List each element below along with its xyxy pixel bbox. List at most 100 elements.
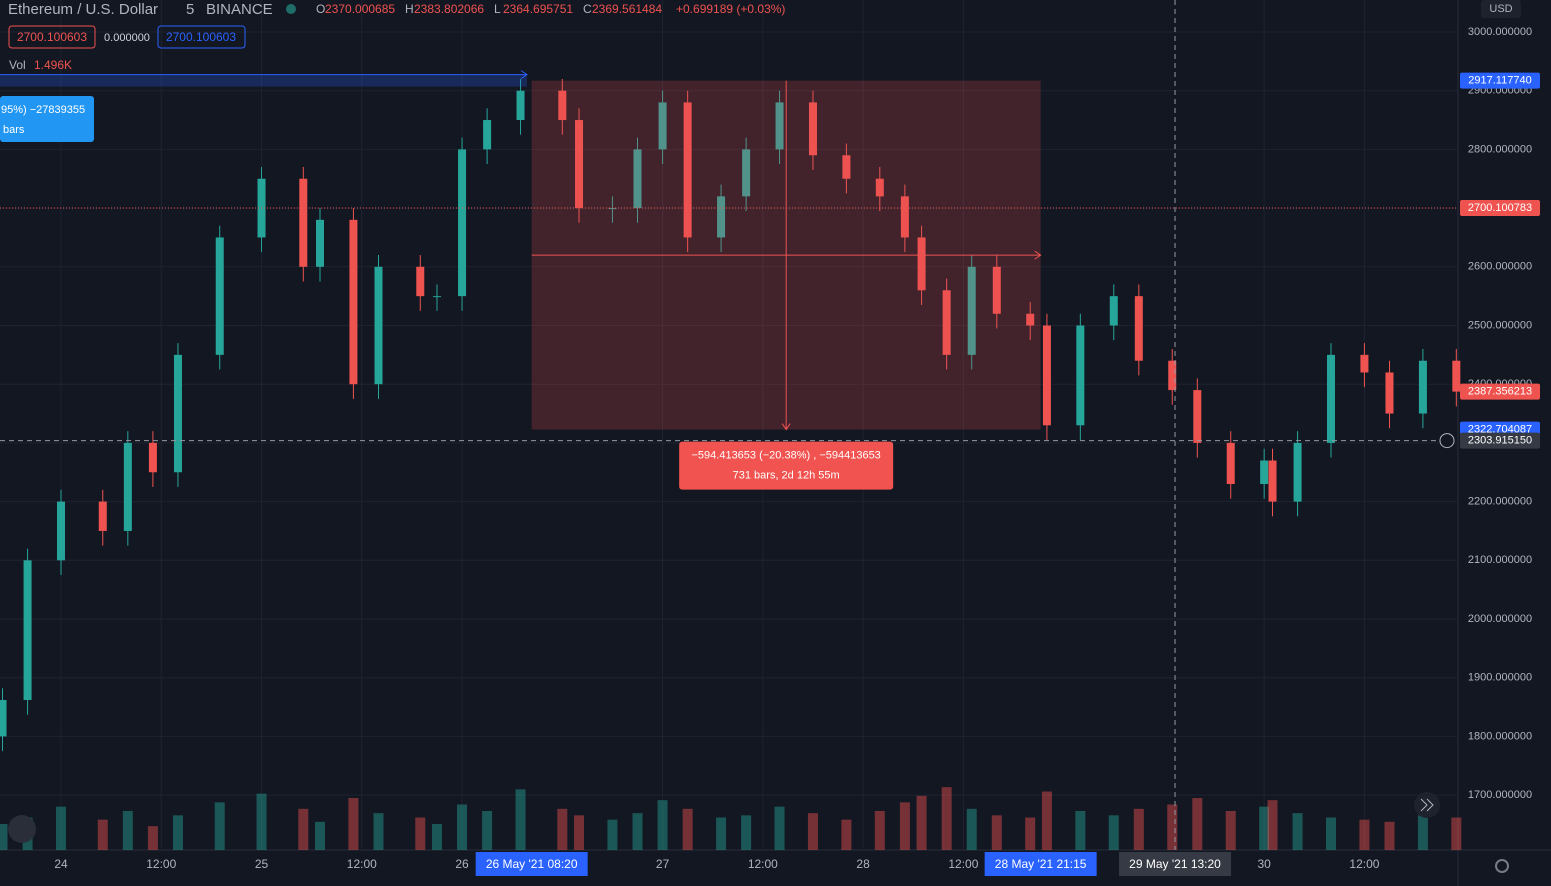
- price-tag-label: 2322.704087: [1468, 423, 1532, 435]
- time-tag: [475, 852, 588, 876]
- volume-bar: [315, 821, 326, 850]
- candle-body: [1076, 325, 1085, 426]
- candle-body: [516, 90, 525, 121]
- candle-body: [1109, 296, 1118, 326]
- candle-body: [0, 700, 7, 737]
- candle-body: [808, 102, 817, 156]
- volume-bar: [298, 808, 309, 850]
- price-tag: [1460, 200, 1540, 217]
- price-tag-label: 2303.915150: [1468, 435, 1532, 447]
- volume-bar: [1384, 821, 1395, 850]
- spread-text: 0.000000: [104, 32, 150, 44]
- candle-body: [683, 102, 692, 238]
- volume-bar: [941, 787, 952, 850]
- candle-body: [1026, 313, 1035, 326]
- candle-body: [992, 266, 1001, 314]
- candle-body: [658, 102, 667, 150]
- candle-body: [942, 290, 951, 355]
- candle-body: [1260, 460, 1269, 484]
- price-tag-label: 2917.117740: [1468, 75, 1531, 87]
- measure-label-box: [679, 441, 894, 490]
- candle-body: [123, 442, 132, 531]
- candle-body: [1134, 296, 1143, 361]
- measure-label: 731 bars, 2d 12h 55m: [733, 469, 840, 481]
- y-tick-label: 1800.000000: [1468, 730, 1532, 742]
- x-tick-label: 26: [455, 857, 469, 871]
- volume-bar: [991, 815, 1002, 850]
- volume-bar: [172, 815, 183, 850]
- ohlc-value: 2383.802066: [414, 2, 484, 16]
- y-tick-label: 1700.000000: [1468, 789, 1532, 801]
- x-tick-label: 12:00: [948, 857, 978, 871]
- candle-body: [416, 266, 425, 297]
- time-tag-label: 29 May '21 13:20: [1129, 857, 1221, 871]
- candle-body: [483, 120, 492, 150]
- time-tag-label: 26 May '21 08:20: [486, 857, 578, 871]
- currency: USD: [1489, 3, 1512, 15]
- interval: 5: [186, 1, 194, 18]
- y-tick-label: 2800.000000: [1468, 143, 1532, 155]
- candle-body: [608, 208, 617, 210]
- time-tag: [1119, 852, 1232, 876]
- volume-bar: [807, 813, 818, 850]
- candle-body: [349, 219, 358, 385]
- volume-bar: [147, 826, 158, 850]
- candle-body: [1326, 354, 1335, 443]
- price-tag: [1460, 72, 1540, 89]
- volume-bar: [632, 813, 643, 850]
- price-tag: [1460, 383, 1540, 400]
- volume-bar: [431, 824, 442, 850]
- y-tick-label: 2000.000000: [1468, 613, 1532, 625]
- candle-body: [1452, 360, 1461, 392]
- price-box[interactable]: [8, 25, 96, 49]
- volume-bar: [1292, 813, 1303, 850]
- measure-label: −594.413653 (−20.38%) , −594413653: [692, 449, 881, 461]
- volume-bar: [574, 815, 585, 850]
- candle-body: [1042, 325, 1051, 426]
- ohlc-value: 2369.561484: [592, 2, 662, 16]
- candle-body: [1360, 354, 1369, 373]
- volume-bar: [1167, 804, 1178, 850]
- volume-bar: [557, 808, 568, 850]
- settings-icon[interactable]: [1495, 859, 1509, 873]
- candle-body: [299, 178, 308, 267]
- candle-body: [458, 149, 467, 297]
- candle-body: [1385, 372, 1394, 414]
- volume-bar: [214, 802, 225, 850]
- currency-button[interactable]: [1481, 0, 1521, 18]
- time-tag-label: 28 May '21 21:15: [995, 857, 1087, 871]
- left-measure-label: bars: [3, 124, 25, 136]
- price-box-text: 2700.100603: [17, 30, 87, 44]
- ohlc-letter: H: [405, 2, 414, 16]
- candle-body: [1168, 360, 1177, 391]
- candle-body: [173, 354, 182, 473]
- candle-body: [1293, 442, 1302, 502]
- volume-bar: [97, 819, 108, 850]
- candle-body: [900, 196, 909, 238]
- x-tick-label: 25: [255, 857, 269, 871]
- y-tick-label: 2500.000000: [1468, 319, 1532, 331]
- y-tick-label: 2600.000000: [1468, 261, 1532, 273]
- volume-bar: [415, 817, 426, 850]
- volume-bar: [515, 789, 526, 850]
- volume-bar: [966, 808, 977, 850]
- x-tick-label: 27: [656, 857, 670, 871]
- volume-bar: [899, 802, 910, 850]
- ohlc-value: 2370.000685: [325, 2, 395, 16]
- measure-arrow: [531, 80, 1042, 431]
- volume-bar: [1267, 800, 1278, 850]
- candle-body: [215, 237, 224, 355]
- volume-bar: [682, 808, 693, 850]
- volume-bar: [607, 819, 618, 850]
- price-box[interactable]: [157, 25, 246, 49]
- status-dot: [286, 4, 296, 14]
- candle-body: [633, 149, 642, 209]
- volume-bar: [0, 824, 8, 850]
- candle-body: [432, 296, 441, 298]
- price-tag: [1460, 432, 1540, 449]
- candle-body: [967, 266, 976, 355]
- x-tick-label: 12:00: [146, 857, 176, 871]
- logo[interactable]: [8, 815, 36, 843]
- y-tick-label: 3000.000000: [1468, 26, 1532, 38]
